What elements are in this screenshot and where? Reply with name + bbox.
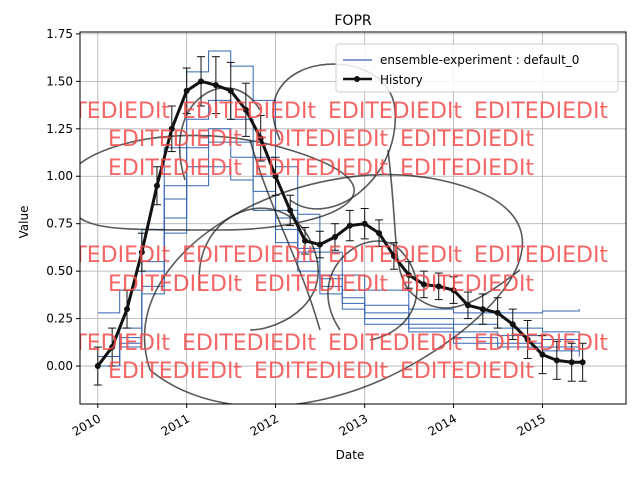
watermark-text: EDITEDIEDIt (400, 127, 534, 152)
history-point (524, 336, 531, 343)
history-point (464, 302, 471, 309)
history-point (168, 125, 175, 132)
watermark-text: EDITEDIEDIt (328, 99, 462, 124)
watermark-text: EDITEDIEDIt (36, 99, 170, 124)
history-point (579, 359, 586, 366)
history-point (109, 344, 116, 351)
history-point (138, 249, 145, 256)
decorative-curve (143, 173, 524, 404)
y-tick-label: 1.50 (46, 74, 73, 88)
history-point (331, 233, 338, 240)
history-point (316, 241, 323, 248)
watermark-text: EDITEDIEDIt (108, 156, 242, 181)
legend: ensemble-experiment : default_0 History (335, 43, 619, 93)
decorative-curve (327, 240, 418, 341)
legend-label-ensemble: ensemble-experiment : default_0 (380, 53, 579, 67)
watermark-layer: EDITEDIEDIt EDITEDIEDIt EDITEDIEDIt EDITEDI… (36, 99, 608, 384)
watermark-text: EDITEDIEDIt (254, 156, 388, 181)
watermark-text: EDITEDIEDIt (254, 127, 388, 152)
history-series (93, 56, 587, 386)
history-point (509, 321, 516, 328)
y-tick-label: 0.50 (46, 264, 73, 278)
history-point (390, 252, 397, 259)
history-point (153, 182, 160, 189)
watermark-text: EDITEDIEDIt (328, 331, 462, 356)
y-tick-label: 0.00 (46, 359, 73, 373)
watermark-text: EDITEDIEDIt (182, 331, 316, 356)
history-point (435, 283, 442, 290)
y-tick-label: 1.00 (46, 169, 73, 183)
legend-box (335, 43, 619, 93)
decorative-curve (272, 63, 396, 210)
y-tick-label: 0.25 (46, 312, 73, 326)
watermark-text: EDITEDIEDIt (474, 331, 608, 356)
watermark-text: EDITEDIEDIt (108, 359, 242, 384)
history-point (257, 135, 264, 142)
decorative-curves (80, 63, 524, 404)
y-tick-label: 1.75 (46, 27, 73, 41)
watermark-text: EDITEDIEDIt (108, 272, 242, 297)
history-point (212, 82, 219, 89)
x-axis-label: Date (336, 448, 365, 462)
history-point (346, 222, 353, 229)
history-point (553, 357, 560, 364)
watermark-text: EDITEDIEDIt (182, 99, 316, 124)
ensemble-member-line (97, 166, 580, 367)
history-point (198, 78, 205, 85)
decorative-curve (387, 149, 521, 309)
ensemble-series (97, 50, 580, 367)
watermark-text: EDITEDIEDIt (108, 127, 242, 152)
history-point (539, 351, 546, 358)
history-point (227, 87, 234, 94)
watermark-text: EDITEDIEDIt (36, 243, 170, 268)
watermark-text: EDITEDIEDIt (474, 99, 608, 124)
history-point (450, 287, 457, 294)
history-point (272, 173, 279, 180)
history-point (183, 87, 190, 94)
decorative-curve (178, 87, 261, 181)
plot-frame (79, 31, 627, 405)
history-point (242, 106, 249, 113)
watermark-text: EDITEDIEDIt (182, 243, 316, 268)
legend-marker-history (354, 76, 360, 82)
y-tick-label: 1.25 (46, 122, 73, 136)
y-tick-label: 0.75 (46, 217, 73, 231)
history-line (96, 79, 583, 367)
decorative-curve (80, 134, 355, 231)
watermark-text: EDITEDIEDIt (254, 359, 388, 384)
y-axis: 0.00 0.25 0.50 0.75 1.00 1.25 1.50 1.75 (46, 27, 80, 373)
watermark-text: EDITEDIEDIt (474, 243, 608, 268)
watermark-text: EDITEDIEDIt (328, 243, 462, 268)
watermark-text: EDITEDIEDIt (400, 156, 534, 181)
watermark-text: EDITEDIEDIt (254, 272, 388, 297)
plot-area: EDITEDIEDIt EDITEDIEDIt EDITEDIEDIt EDITEDI… (36, 50, 608, 404)
decorative-curve (198, 207, 319, 331)
watermark-text: EDITEDIEDIt (400, 359, 534, 384)
decorative-curve (249, 139, 321, 331)
history-point (568, 359, 575, 366)
history-point (124, 306, 131, 313)
legend-label-history: History (380, 73, 423, 87)
history-point (287, 207, 294, 214)
history-point (302, 237, 309, 244)
y-axis-label: Value (17, 206, 31, 239)
history-point (94, 363, 101, 370)
watermark-text: EDITEDIEDIt (36, 331, 170, 356)
history-point (494, 309, 501, 316)
watermark-text: EDITEDIEDIt (400, 272, 534, 297)
history-point (479, 306, 486, 313)
history-point (420, 281, 427, 288)
history-point (376, 230, 383, 237)
history-point (361, 220, 368, 227)
history-point (405, 271, 412, 278)
chart-title: FOPR (334, 13, 372, 29)
